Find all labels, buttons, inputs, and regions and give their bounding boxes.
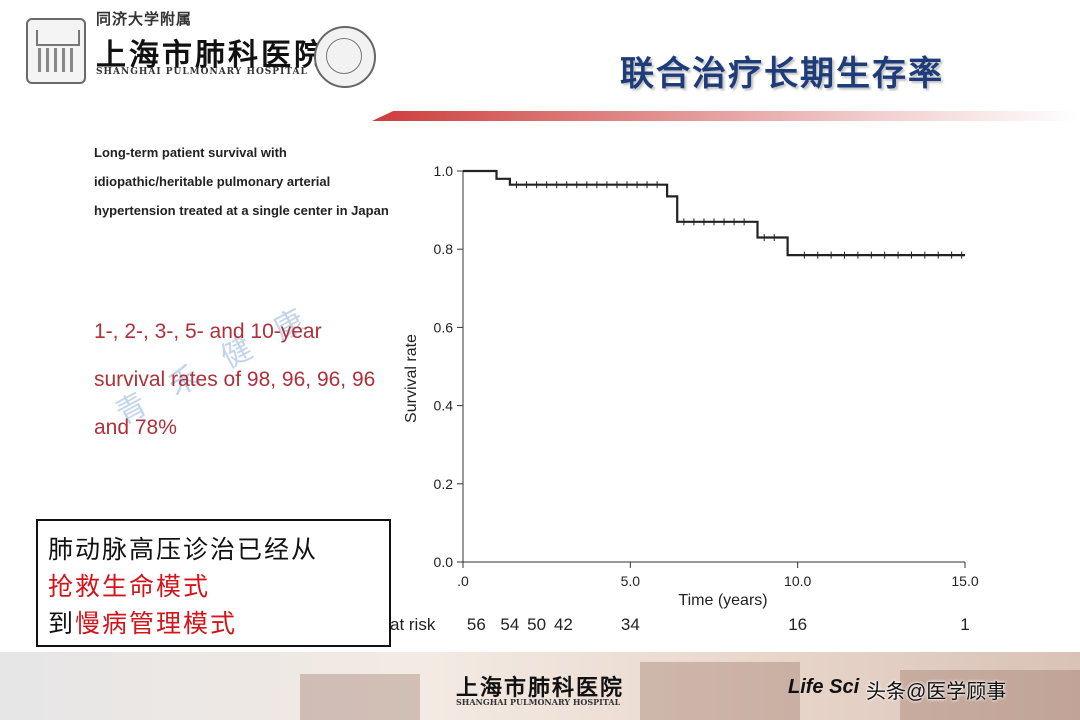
at-risk-count: 16 xyxy=(788,615,807,634)
callout-line-3-prefix: 到 xyxy=(48,609,76,638)
y-tick-label: 0.4 xyxy=(434,398,454,414)
at-risk-count: 50 xyxy=(527,615,546,634)
x-tick-label: 10.0 xyxy=(784,573,811,589)
title-underline-bar xyxy=(372,111,1080,121)
y-tick-label: 1.0 xyxy=(434,163,454,179)
x-tick-label: .0 xyxy=(457,573,469,589)
callout-line-1: 肺动脉高压诊治已经从 xyxy=(48,535,319,564)
at-risk-count: 34 xyxy=(621,615,640,634)
hospital-name: 上海市肺科医院 xyxy=(96,38,327,73)
callout-line-3-highlight: 慢病管理模式 xyxy=(75,609,238,638)
x-axis-label: Time (years) xyxy=(678,592,767,609)
brand-watermark: 头条@医学顾事 xyxy=(866,681,1007,703)
x-tick-label: 15.0 xyxy=(951,573,978,589)
y-tick-label: 0.0 xyxy=(434,554,454,570)
journal-source: Life Sci xyxy=(788,676,860,698)
hospital-name-english: SHANGHAI PULMONARY HOSPITAL xyxy=(96,67,308,77)
survival-chart: 0.0 0.2 0.4 0.6 0.8 1.0 .0 5.0 10.0 15.0 Time (yea… xyxy=(390,163,979,634)
y-axis-label: Survival rate xyxy=(403,334,420,423)
callout-line-2: 抢救生命模式 xyxy=(48,572,211,601)
y-tick-label: 0.2 xyxy=(434,476,454,492)
slide-title: 联合治疗长期生存率 xyxy=(620,55,944,93)
university-seal-logo xyxy=(314,26,376,88)
survival-rates-text: 1-, 2-, 3-, 5- and 10-year survival rate… xyxy=(94,320,376,439)
at-risk-count: 54 xyxy=(500,615,519,634)
callout-box: 肺动脉高压诊治已经从 抢救生命模式 到慢病管理模式 xyxy=(36,519,391,647)
footer-hospital-english: SHANGHAI PULMONARY HOSPITAL xyxy=(456,697,621,707)
survival-curve xyxy=(463,169,965,257)
y-tick-label: 0.6 xyxy=(434,319,454,335)
callout-line-3: 到慢病管理模式 xyxy=(48,605,379,642)
y-tick-label: 0.8 xyxy=(434,241,454,257)
at-risk-count: 56 xyxy=(467,615,486,634)
hospital-affiliation: 同济大学附属 xyxy=(96,10,193,28)
at-risk-label: at risk xyxy=(390,615,436,634)
footer-banner xyxy=(0,652,1080,720)
hospital-building-logo xyxy=(26,18,86,84)
footer-hospital-name: 上海市肺科医院 xyxy=(456,675,625,701)
at-risk-count: 1 xyxy=(960,615,969,634)
at-risk-count: 42 xyxy=(554,615,573,634)
x-tick-label: 5.0 xyxy=(621,573,641,589)
study-description: Long-term patient survival with idiopath… xyxy=(94,145,389,218)
